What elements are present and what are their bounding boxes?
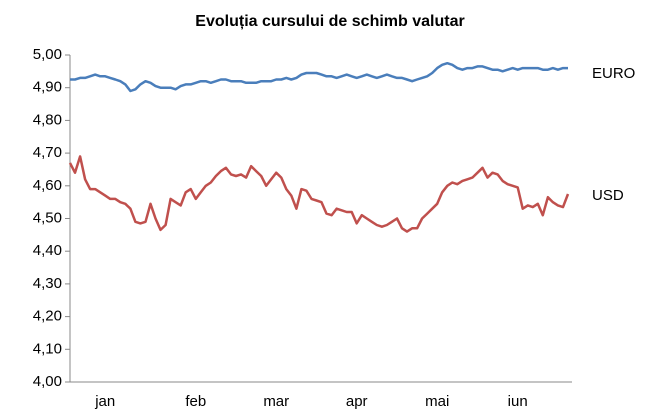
x-tick-label: jan xyxy=(94,393,115,410)
y-tick-label: 4,70 xyxy=(33,144,62,161)
series-label: EURO xyxy=(592,65,635,82)
series-line xyxy=(70,61,568,93)
y-tick-label: 4,80 xyxy=(33,111,62,128)
y-tick-label: 4,10 xyxy=(33,340,62,357)
x-tick-label: mai xyxy=(425,393,449,410)
y-tick-label: 4,50 xyxy=(33,209,62,226)
y-tick-label: 4,20 xyxy=(33,308,62,325)
x-tick-label: mar xyxy=(263,393,289,410)
y-tick-label: 5,00 xyxy=(33,46,62,63)
series-label: USD xyxy=(592,187,624,204)
y-tick-label: 4,60 xyxy=(33,177,62,194)
x-tick-label: iun xyxy=(508,393,528,410)
y-tick-label: 4,00 xyxy=(33,373,62,390)
x-tick-label: apr xyxy=(346,393,368,410)
chart-title: Evoluția cursului de schimb valutar xyxy=(195,13,464,30)
y-tick-label: 4,30 xyxy=(33,275,62,292)
y-tick-label: 4,40 xyxy=(33,242,62,259)
series-line xyxy=(68,155,570,233)
y-tick-label: 4,90 xyxy=(33,79,62,96)
x-tick-label: feb xyxy=(185,393,206,410)
